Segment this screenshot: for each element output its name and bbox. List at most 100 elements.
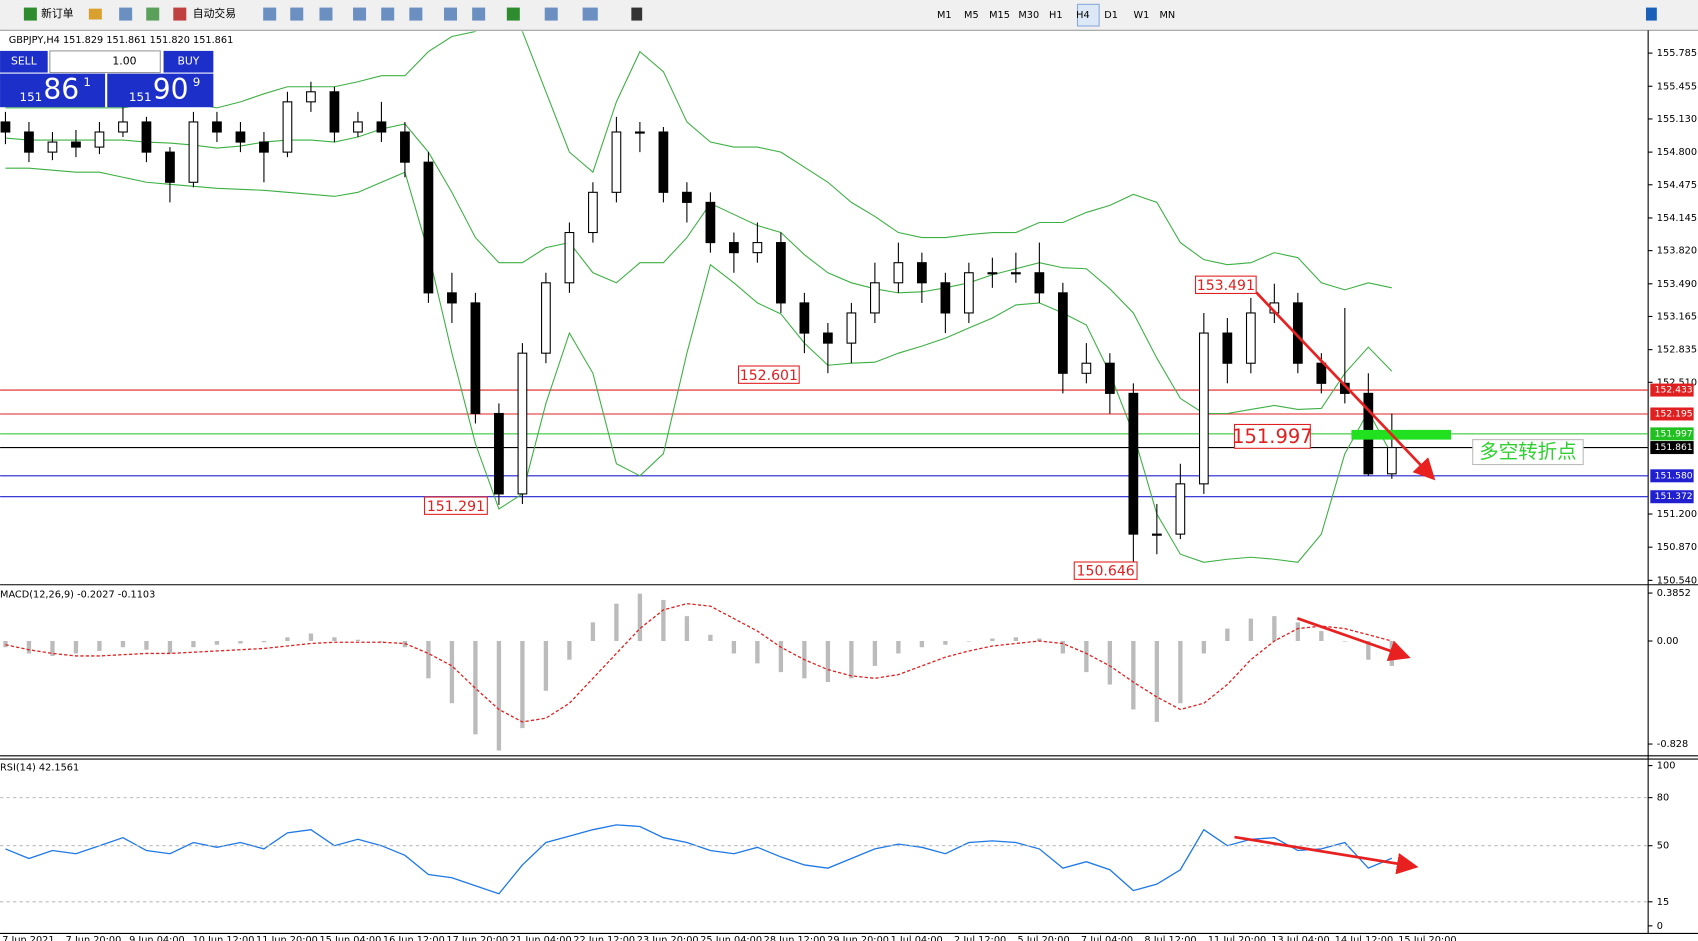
ask-box[interactable] — [107, 73, 214, 108]
macd-bar — [379, 641, 384, 642]
price-tag-label: 152.433 — [1655, 385, 1693, 396]
candle-body — [447, 292, 457, 304]
timeframe[interactable]: H4 — [1076, 10, 1090, 21]
annotation: 151.997 — [1232, 425, 1313, 448]
y-tick-label: 50 — [1657, 841, 1669, 852]
macd-bar — [214, 641, 220, 645]
timeframe[interactable]: D1 — [1104, 10, 1118, 21]
macd-bar — [238, 641, 243, 644]
price-tag-label: 151.372 — [1655, 491, 1693, 502]
candle-body — [588, 191, 598, 234]
volume-input[interactable] — [49, 50, 161, 74]
time-label: 7 Jul 04:00 — [1081, 935, 1133, 941]
candle-body — [47, 141, 58, 153]
candle-body — [282, 101, 293, 153]
y-tick-label: 150.870 — [1657, 542, 1697, 553]
time-label: 9 Jun 04:00 — [129, 935, 185, 941]
candle-body — [611, 131, 622, 193]
price-tag-label: 152.195 — [1655, 408, 1693, 419]
macd-bar — [1131, 641, 1136, 710]
candle-body — [165, 151, 175, 183]
macd-bar — [590, 622, 596, 642]
macd-bar — [708, 634, 713, 642]
volume: 1.00 — [112, 55, 136, 68]
price-tag — [1650, 427, 1694, 441]
macd-bar — [896, 641, 901, 654]
note: 多空转折点 — [1479, 440, 1576, 463]
macd-bar — [50, 641, 55, 656]
toolbar-button[interactable]: 新订单 — [41, 6, 74, 20]
candle-body — [94, 131, 105, 148]
timeframe[interactable]: W1 — [1133, 10, 1149, 21]
candle-body — [987, 272, 998, 275]
macd-bar — [567, 641, 572, 660]
timeframe[interactable]: M30 — [1018, 10, 1039, 21]
macd-bar — [825, 641, 831, 683]
macd-bar — [1295, 622, 1301, 642]
price-tag-label: 151.861 — [1655, 442, 1693, 453]
active-timeframe[interactable] — [1076, 3, 1100, 27]
macd-bar — [1272, 616, 1277, 642]
timeframe[interactable]: M1 — [937, 10, 952, 21]
price-tag — [1650, 383, 1694, 397]
macd-bar — [661, 599, 666, 642]
y-tick-label: 155.785 — [1657, 48, 1697, 59]
y-tick-label: 155.130 — [1657, 114, 1697, 125]
macd-bar — [520, 641, 525, 729]
time-label: 14 Jul 12:00 — [1335, 935, 1393, 941]
candle-body — [635, 131, 645, 134]
macd-bar — [167, 641, 173, 654]
annotation: 150.646 — [1077, 564, 1135, 580]
candle-body — [1128, 392, 1139, 535]
candle-body — [1104, 362, 1115, 394]
y-tick-label: 154.800 — [1657, 147, 1697, 158]
candle-body — [893, 262, 904, 284]
candle-body — [376, 121, 387, 133]
rsi-line — [5, 824, 1393, 895]
candle-body — [470, 302, 481, 415]
candle-body — [1057, 292, 1068, 374]
buy-button[interactable] — [163, 50, 214, 73]
toolbar-button[interactable]: 自动交易 — [193, 6, 236, 20]
candle-body — [494, 412, 504, 495]
candle-body — [400, 131, 410, 163]
macd-bar — [684, 616, 690, 642]
time-label: 21 Jun 04:00 — [510, 935, 572, 941]
note-box — [1472, 439, 1584, 466]
macd-bar — [261, 641, 267, 643]
time-label: 17 Jun 20:00 — [446, 935, 508, 941]
candle-body — [329, 91, 340, 133]
y-tick-label: 154.475 — [1657, 180, 1697, 191]
price-tag — [1650, 407, 1694, 421]
time-label: 13 Jul 04:00 — [1271, 935, 1329, 941]
macd-bar — [1342, 641, 1348, 642]
candle-body — [71, 141, 81, 148]
trend-arrow — [1296, 617, 1411, 662]
timeframe[interactable]: M15 — [989, 10, 1010, 21]
signal-line — [5, 603, 1393, 723]
macd-bar — [1107, 641, 1113, 685]
y-tick-label: 80 — [1657, 793, 1669, 804]
y-tick-label: 153.820 — [1657, 246, 1697, 257]
bid-box[interactable] — [0, 73, 106, 108]
rsi-title: RSI(14) 42.1561 — [0, 763, 79, 774]
candle-body — [846, 312, 857, 344]
bid-point: 1 — [83, 75, 91, 89]
candle-body — [1316, 362, 1327, 384]
timeframe[interactable]: H1 — [1049, 10, 1063, 21]
candle-body — [1034, 272, 1045, 294]
candle-body — [729, 242, 739, 254]
candle-body — [1010, 272, 1021, 275]
macd-bar — [1248, 618, 1254, 642]
sell-button[interactable] — [0, 50, 48, 73]
bid-pips: 86 — [43, 73, 79, 106]
y-tick-label: 152.510 — [1657, 377, 1697, 388]
annotation-box — [423, 496, 488, 515]
macd-bar — [73, 641, 79, 654]
macd-bar — [778, 641, 784, 673]
timeframe[interactable]: M5 — [964, 10, 979, 21]
timeframe[interactable]: MN — [1160, 10, 1176, 21]
toolbar — [0, 0, 1698, 31]
time-label: 8 Jul 12:00 — [1144, 935, 1196, 941]
